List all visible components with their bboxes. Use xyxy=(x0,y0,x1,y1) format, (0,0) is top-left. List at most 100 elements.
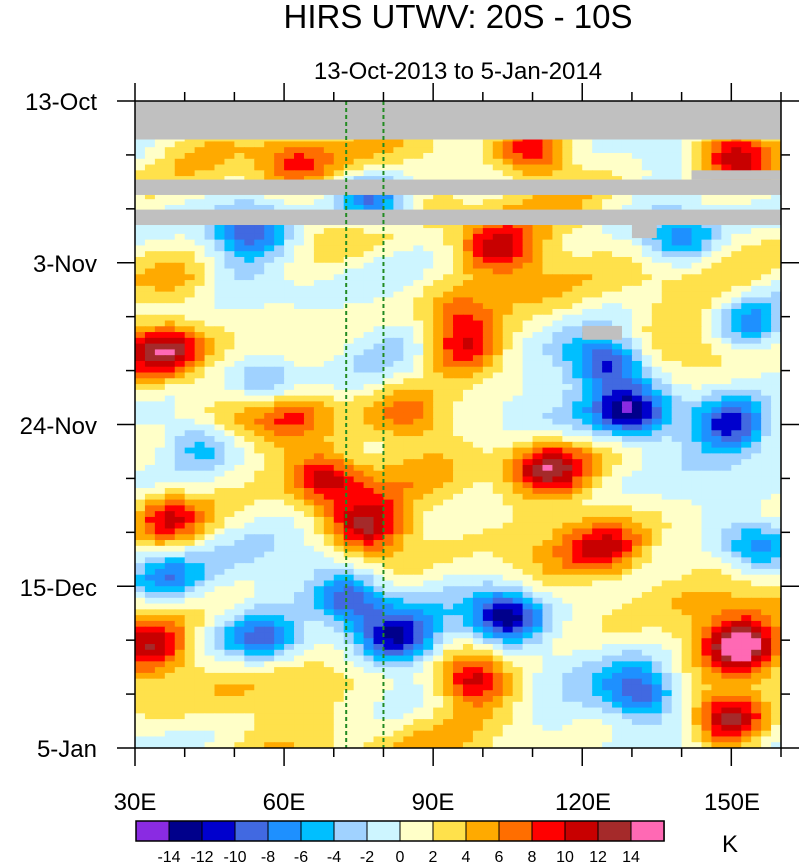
field-cell xyxy=(562,540,573,547)
field-cell xyxy=(691,256,703,264)
field-cell xyxy=(492,464,504,472)
field-cell xyxy=(393,355,404,362)
field-cell xyxy=(691,366,703,374)
field-cell xyxy=(244,199,255,206)
field-cell xyxy=(711,522,722,530)
field-cell xyxy=(631,280,643,287)
field-cell xyxy=(214,418,226,426)
field-cell xyxy=(433,528,444,535)
field-cell xyxy=(234,534,245,541)
field-cell xyxy=(691,516,703,524)
field-cell xyxy=(522,245,534,252)
field-cell xyxy=(403,141,414,148)
field-cell xyxy=(294,343,305,351)
field-cell xyxy=(294,384,305,391)
field-cell xyxy=(294,326,305,333)
field-cell xyxy=(562,355,573,362)
field-cell xyxy=(433,332,444,339)
field-cell xyxy=(771,320,781,327)
field-cell xyxy=(393,193,404,200)
field-cell xyxy=(194,274,206,281)
field-cell xyxy=(502,372,514,379)
field-cell xyxy=(313,262,325,270)
field-cell xyxy=(631,303,643,310)
field-cell xyxy=(323,528,335,535)
field-cell xyxy=(761,268,772,275)
field-cell xyxy=(631,534,643,541)
field-cell xyxy=(532,470,544,478)
field-cell xyxy=(234,262,245,270)
field-cell xyxy=(582,164,593,171)
field-cell xyxy=(135,395,146,402)
field-cell xyxy=(602,337,613,345)
field-cell xyxy=(453,482,464,489)
field-cell xyxy=(383,355,394,362)
field-cell xyxy=(403,297,414,304)
field-cell xyxy=(294,314,305,322)
field-cell xyxy=(671,407,683,414)
field-cell xyxy=(462,516,474,524)
field-cell xyxy=(313,268,325,275)
field-cell xyxy=(244,447,255,454)
field-cell xyxy=(582,170,593,177)
field-cell xyxy=(721,233,732,241)
field-cell xyxy=(453,366,464,374)
field-cell xyxy=(492,228,504,235)
field-cell xyxy=(433,193,444,200)
field-cell xyxy=(244,389,255,397)
field-cell xyxy=(542,308,554,316)
field-cell xyxy=(482,424,494,431)
field-cell xyxy=(612,389,623,397)
field-cell xyxy=(244,464,255,472)
field-cell xyxy=(552,274,563,281)
field-cell xyxy=(373,464,385,472)
field-cell xyxy=(403,199,414,206)
field-cell xyxy=(244,540,255,547)
field-cell xyxy=(303,511,315,518)
field-cell xyxy=(204,280,216,287)
field-cell xyxy=(413,326,424,333)
field-cell xyxy=(731,280,742,287)
field-cell xyxy=(423,366,434,374)
field-cell xyxy=(671,256,683,264)
field-cell xyxy=(711,141,722,148)
field-cell xyxy=(512,378,524,385)
field-cell xyxy=(711,308,722,316)
field-cell xyxy=(482,389,494,397)
field-cell xyxy=(443,256,454,264)
field-cell xyxy=(472,355,484,362)
field-cell xyxy=(393,528,404,535)
field-cell xyxy=(542,540,554,547)
field-cell xyxy=(353,239,365,247)
field-cell xyxy=(741,401,752,408)
field-cell xyxy=(204,372,216,379)
field-cell xyxy=(612,360,623,368)
field-cell xyxy=(771,493,781,501)
field-cell xyxy=(691,430,703,437)
field-cell xyxy=(741,199,752,206)
field-cell xyxy=(254,337,265,345)
field-cell xyxy=(651,418,663,426)
field-cell xyxy=(164,303,176,310)
field-cell xyxy=(681,401,693,408)
field-cell xyxy=(254,493,265,501)
field-cell xyxy=(135,164,146,171)
field-cell xyxy=(472,314,484,322)
field-cell xyxy=(383,441,394,449)
field-cell xyxy=(144,152,156,160)
field-cell xyxy=(313,378,325,385)
field-cell xyxy=(423,152,434,160)
field-cell xyxy=(512,222,524,229)
field-cell xyxy=(333,378,345,385)
field-cell xyxy=(224,147,235,154)
field-cell xyxy=(413,222,424,229)
field-cell xyxy=(234,291,245,299)
field-cell xyxy=(612,372,623,379)
field-cell xyxy=(612,337,623,345)
field-cell xyxy=(313,164,325,171)
field-cell xyxy=(751,228,762,235)
field-cell xyxy=(602,522,613,530)
field-cell xyxy=(691,499,703,506)
field-cell xyxy=(621,355,633,362)
field-cell xyxy=(552,239,563,247)
